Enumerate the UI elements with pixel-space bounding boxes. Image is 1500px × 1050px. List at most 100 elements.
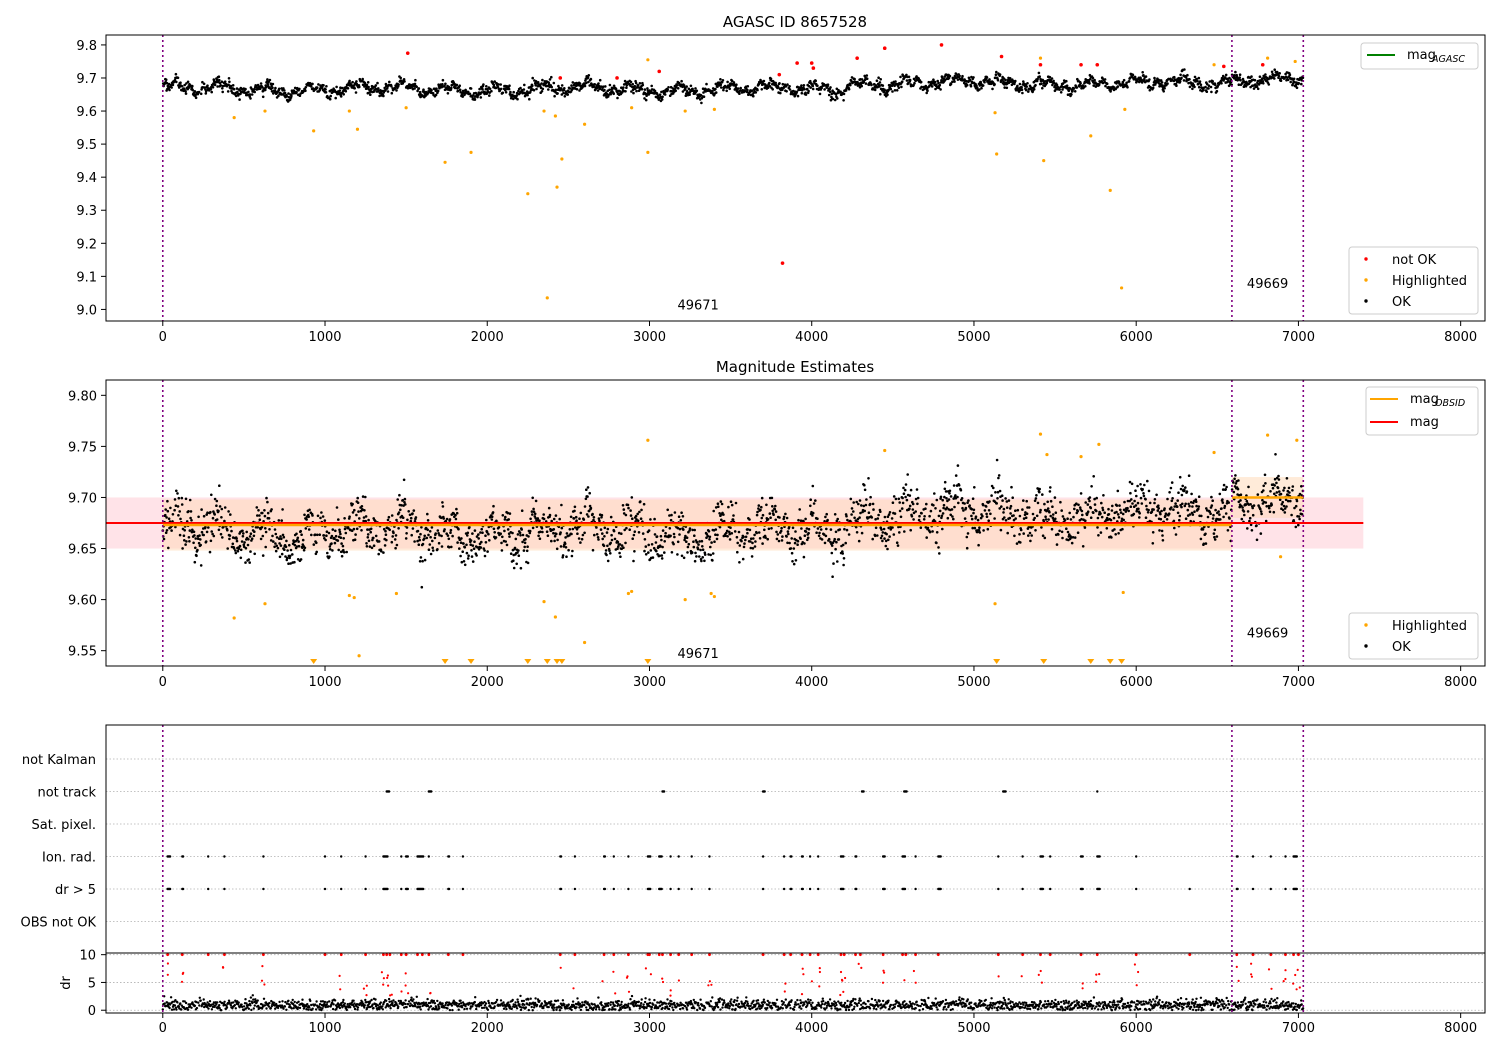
ok-point: [397, 83, 400, 86]
ok-point: [218, 78, 221, 82]
ok-point: [1102, 494, 1105, 497]
ok-point: [834, 547, 837, 551]
ok-point: [312, 543, 316, 546]
ok-point: [304, 89, 307, 93]
ok-point: [357, 510, 360, 513]
ok-point: [1163, 507, 1166, 510]
ok-point: [742, 545, 746, 549]
ok-point: [974, 515, 978, 518]
ok-point: [506, 528, 510, 531]
ok-point: [1076, 509, 1079, 513]
ok-point: [550, 539, 553, 543]
ok-point: [701, 556, 704, 559]
ok-point: [555, 532, 558, 536]
ok-point: [444, 82, 447, 86]
ok-point: [1092, 511, 1095, 514]
ok-point: [753, 533, 756, 537]
ok-point: [891, 526, 894, 529]
ok-point: [261, 554, 265, 557]
ok-point: [431, 546, 435, 550]
ok-point: [1295, 86, 1299, 90]
ok-point: [254, 84, 258, 87]
ok-point: [1191, 513, 1195, 516]
ok-point: [1158, 529, 1161, 532]
flag-event-point: [168, 855, 172, 858]
ok-point: [487, 532, 490, 536]
ok-point: [756, 88, 759, 92]
ok-point: [394, 534, 398, 537]
ok-point: [649, 549, 653, 552]
ok-point: [939, 88, 942, 91]
ok-point: [994, 491, 997, 494]
ok-point: [1136, 484, 1139, 488]
ok-point: [680, 79, 683, 83]
ok-point: [1251, 513, 1255, 517]
ok-point: [625, 83, 629, 87]
ok-point: [589, 77, 593, 81]
ok-point: [622, 546, 625, 549]
ok-point: [703, 553, 707, 556]
panel1-legend-marker: [1364, 257, 1368, 261]
ok-point: [364, 515, 368, 518]
ok-point: [571, 549, 574, 553]
ok-point: [1054, 511, 1058, 514]
ok-point: [1184, 486, 1187, 489]
ok-point: [938, 83, 942, 87]
ok-point: [440, 85, 444, 88]
ok-point: [774, 504, 777, 508]
ok-point: [956, 464, 960, 467]
ok-point: [833, 537, 836, 541]
ok-point: [850, 513, 853, 516]
ok-point: [972, 511, 975, 515]
ok-point: [903, 530, 906, 533]
ok-point: [604, 85, 607, 88]
ok-point: [1237, 479, 1240, 482]
ok-point: [1143, 483, 1146, 487]
highlighted-point: [712, 107, 716, 111]
ok-point: [1100, 515, 1104, 519]
ok-point: [463, 546, 467, 549]
ok-point: [1185, 490, 1189, 493]
ok-point: [947, 498, 951, 501]
ok-point: [1015, 542, 1019, 545]
ok-point: [338, 89, 342, 92]
ok-point: [324, 91, 328, 94]
ok-point: [917, 518, 921, 522]
ok-point: [864, 82, 868, 85]
ok-point: [519, 534, 522, 537]
ok-point: [1136, 501, 1140, 505]
ok-point: [811, 84, 815, 88]
ok-point: [365, 542, 368, 545]
ok-point: [538, 537, 542, 540]
ok-point: [1295, 499, 1299, 503]
ok-point: [588, 84, 591, 87]
ok-point: [259, 537, 263, 541]
ok-point: [197, 515, 200, 519]
ok-point: [384, 529, 387, 533]
ok-point: [976, 86, 979, 90]
ok-point: [411, 512, 414, 515]
ok-point: [1147, 489, 1151, 493]
ok-point: [1134, 504, 1138, 507]
ok-point: [413, 540, 416, 543]
ok-point: [450, 86, 453, 90]
ok-point: [261, 95, 265, 99]
ok-point: [1170, 506, 1173, 509]
ok-point: [179, 81, 182, 84]
ok-point: [973, 526, 977, 530]
ok-point: [976, 518, 980, 522]
highlighted-point: [1212, 450, 1216, 455]
ok-point: [1048, 490, 1052, 493]
ok-point: [194, 546, 197, 550]
ok-point: [1255, 524, 1258, 527]
ok-point: [714, 87, 717, 91]
highlighted-point: [542, 600, 546, 604]
ok-point: [1018, 514, 1022, 518]
panel2-obsid-label: 49671: [677, 647, 718, 662]
ok-point: [1066, 517, 1069, 520]
ok-point: [1038, 490, 1041, 494]
ok-point: [511, 531, 514, 535]
panel1-xtick-label: 3000: [633, 330, 666, 345]
ok-point: [740, 539, 743, 543]
